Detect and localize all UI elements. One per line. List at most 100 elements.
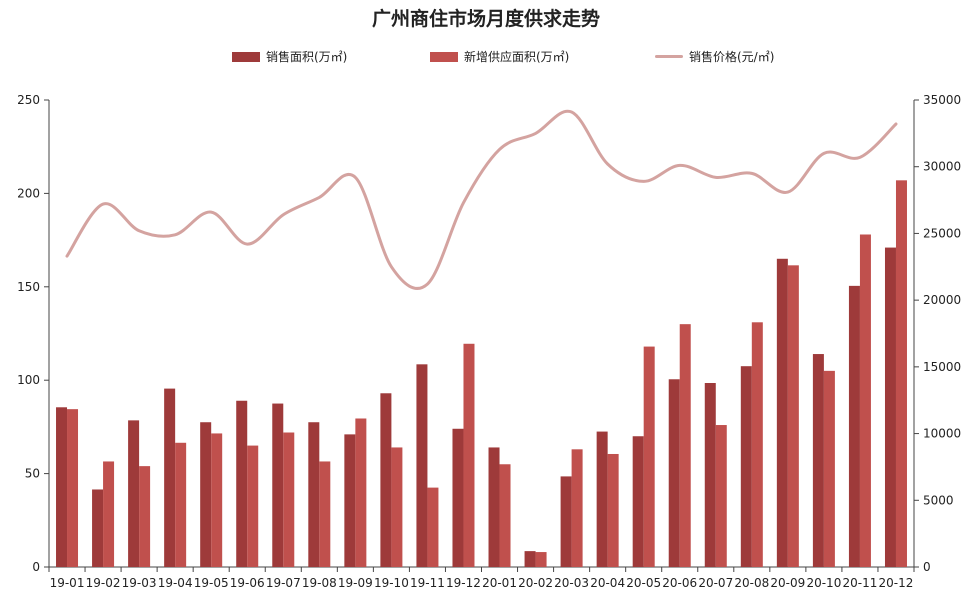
bar-new-supply — [391, 447, 403, 567]
x-tick-label: 19-06 — [230, 576, 265, 590]
bar-sales-area — [848, 285, 860, 567]
point-sales-price — [390, 265, 393, 268]
point-sales-price — [606, 163, 609, 166]
y-right-tick-label: 15000 — [923, 360, 961, 374]
price-line-group — [65, 109, 898, 290]
x-tick-label: 20-10 — [806, 576, 841, 590]
bar-new-supply — [67, 409, 79, 567]
bar-sales-area — [272, 403, 284, 567]
y-left-tick-label: 0 — [32, 560, 40, 574]
point-sales-price — [642, 180, 645, 183]
point-sales-price — [138, 229, 141, 232]
x-tick-label: 19-03 — [122, 576, 157, 590]
bar-new-supply — [211, 433, 223, 567]
point-sales-price — [426, 283, 429, 286]
bar-new-supply — [571, 449, 583, 567]
legend-item-sales-price: 销售价格(元/㎡) — [655, 48, 774, 65]
y-right-tick-label: 30000 — [923, 160, 961, 174]
x-tick-label: 20-05 — [626, 576, 661, 590]
bar-sales-area — [668, 379, 680, 567]
y-left-tick-label: 50 — [25, 467, 40, 481]
bar-new-supply — [895, 180, 907, 567]
bar-sales-area — [560, 476, 572, 567]
point-sales-price — [786, 191, 789, 194]
x-tick-label: 20-01 — [482, 576, 517, 590]
bar-sales-area — [308, 422, 320, 567]
point-sales-price — [318, 196, 321, 199]
y-right-tick-label: 0 — [923, 560, 931, 574]
tick-labels-group: 0 50 100 150 200 250 0 5000 10000 15000 20000 25000… — [17, 93, 961, 590]
x-tick-label: 19-07 — [266, 576, 301, 590]
legend-swatch-sales-price — [655, 55, 683, 58]
point-sales-price — [282, 213, 285, 216]
y-left-tick-label: 200 — [17, 186, 40, 200]
y-right-tick-label: 25000 — [923, 226, 961, 240]
point-sales-price — [678, 164, 681, 167]
point-sales-price — [858, 156, 861, 159]
point-sales-price — [570, 111, 573, 114]
x-tick-label: 20-09 — [770, 576, 805, 590]
bar-new-supply — [355, 418, 367, 567]
x-tick-label: 20-02 — [518, 576, 553, 590]
bar-new-supply — [247, 445, 259, 567]
x-tick-label: 20-06 — [662, 576, 697, 590]
bar-sales-area — [740, 366, 752, 567]
bar-new-supply — [103, 461, 115, 567]
legend: 销售面积(万㎡) 新增供应面积(万㎡) 销售价格(元/㎡) — [0, 48, 972, 68]
y-right-tick-label: 20000 — [923, 293, 961, 307]
bar-new-supply — [175, 442, 187, 567]
bars-group — [56, 180, 907, 567]
point-sales-price — [462, 201, 465, 204]
point-sales-price — [66, 255, 69, 258]
bar-sales-area — [416, 364, 428, 567]
bar-new-supply — [535, 552, 547, 567]
point-sales-price — [210, 211, 213, 214]
bar-new-supply — [607, 453, 619, 567]
bar-new-supply — [643, 346, 655, 567]
bar-sales-area — [380, 393, 392, 567]
bar-sales-area — [596, 431, 608, 567]
legend-label-sales-area: 销售面积(万㎡) — [266, 50, 348, 64]
point-sales-price — [174, 233, 177, 236]
bar-new-supply — [283, 432, 295, 567]
point-sales-price — [354, 176, 357, 179]
bar-new-supply — [715, 425, 727, 567]
y-left-tick-label: 250 — [17, 93, 40, 107]
bar-new-supply — [823, 370, 835, 567]
x-tick-label: 19-12 — [446, 576, 481, 590]
bar-sales-area — [92, 489, 104, 567]
y-right-tick-label: 10000 — [923, 427, 961, 441]
x-tick-label: 19-11 — [410, 576, 445, 590]
chart-title: 广州商住市场月度供求走势 — [371, 8, 600, 30]
bar-new-supply — [427, 487, 439, 567]
legend-item-sales-area: 销售面积(万㎡) — [232, 48, 347, 65]
x-tick-label: 20-04 — [590, 576, 625, 590]
x-tick-label: 19-08 — [302, 576, 337, 590]
bar-new-supply — [787, 265, 799, 567]
bar-sales-area — [884, 247, 896, 567]
point-sales-price — [750, 172, 753, 175]
legend-label-new-supply: 新增供应面积(万㎡) — [464, 50, 570, 64]
point-sales-price — [714, 176, 717, 179]
bar-new-supply — [139, 466, 151, 567]
bar-sales-area — [128, 420, 140, 567]
x-tick-label: 19-04 — [158, 576, 193, 590]
point-sales-price — [894, 123, 897, 126]
point-sales-price — [822, 152, 825, 155]
y-right-tick-label: 35000 — [923, 93, 961, 107]
legend-swatch-new-supply — [430, 51, 458, 62]
x-tick-label: 19-09 — [338, 576, 373, 590]
point-sales-price — [102, 203, 105, 206]
bar-sales-area — [452, 428, 464, 567]
point-sales-price — [498, 148, 501, 151]
bar-sales-area — [164, 388, 176, 567]
bar-sales-area — [776, 258, 788, 567]
bar-new-supply — [499, 464, 511, 567]
legend-item-new-supply: 新增供应面积(万㎡) — [430, 48, 569, 65]
bar-new-supply — [463, 343, 475, 567]
bar-new-supply — [859, 234, 871, 567]
bar-sales-area — [488, 447, 500, 567]
x-tick-label: 20-08 — [734, 576, 769, 590]
